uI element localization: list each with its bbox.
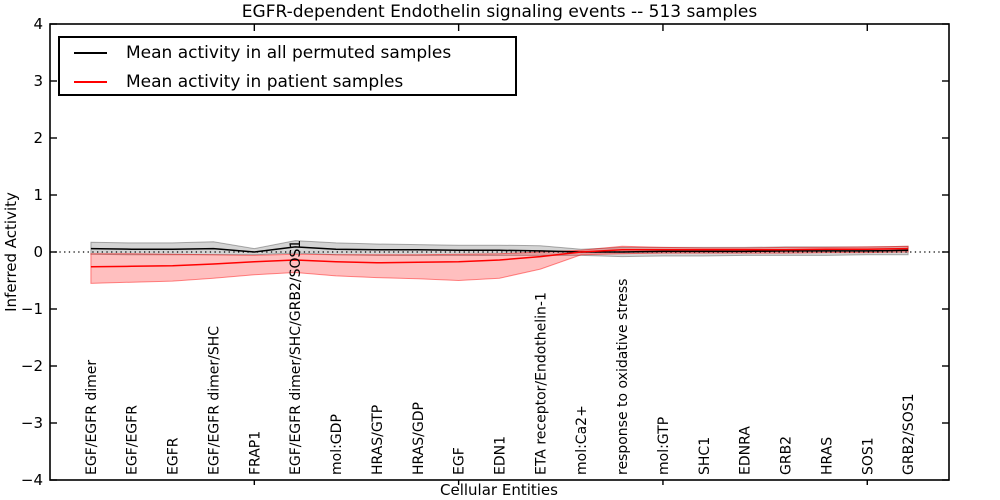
legend-line-sample-patient <box>74 80 107 83</box>
chart-title: EGFR-dependent Endothelin signaling even… <box>241 2 758 22</box>
ytick-label: −4 <box>21 471 43 489</box>
category-label: EGF <box>452 447 468 475</box>
category-label: GRB2 <box>779 436 795 475</box>
category-label: EDN1 <box>493 436 509 475</box>
category-label: FRAP1 <box>247 431 263 475</box>
y-axis-label: Inferred Activity <box>2 192 20 312</box>
category-label: EDNRA <box>738 426 754 475</box>
category-label: HRAS <box>819 437 835 475</box>
ytick-label: 1 <box>33 186 43 204</box>
x-axis-label: Cellular Entities <box>440 481 558 499</box>
ytick-label: 2 <box>33 129 43 147</box>
category-label: mol:GDP <box>329 414 345 475</box>
series-band-1 <box>90 245 909 284</box>
series-line-0 <box>90 246 909 253</box>
legend-label-patient: Mean activity in patient samples <box>126 71 404 92</box>
plot-layers: −4 −3 −2 −1 0 1 2 3 4 EGF/EGFR dimer EGF/EGFR EGFR E… <box>21 15 950 489</box>
ytick-label: −3 <box>21 414 43 432</box>
ytick-label: −2 <box>21 357 43 375</box>
category-label: EGFR <box>166 437 182 475</box>
category-label: HRAS/GDP <box>411 402 427 475</box>
category-label: HRAS/GTP <box>370 405 386 475</box>
series-line-1 <box>90 247 909 268</box>
legend-item-permuted: Mean activity in all permuted samples <box>60 38 515 67</box>
ytick-label: 4 <box>33 15 43 33</box>
category-label: EGF/EGFR dimer/SHC/GRB2/SOS1 <box>288 240 304 475</box>
ytick-label: 0 <box>33 243 43 261</box>
category-label: mol:Ca2+ <box>574 405 590 475</box>
category-label: EGF/EGFR dimer/SHC <box>207 326 223 475</box>
category-label: EGF/EGFR dimer <box>84 360 100 475</box>
legend-item-patient: Mean activity in patient samples <box>60 67 515 96</box>
category-label: SOS1 <box>860 437 876 475</box>
legend: Mean activity in all permuted samples Me… <box>58 36 517 96</box>
legend-label-permuted: Mean activity in all permuted samples <box>126 42 452 63</box>
ytick-label: −1 <box>21 300 43 318</box>
category-label: GRB2/SOS1 <box>901 393 917 475</box>
ytick-label: 3 <box>33 72 43 90</box>
category-label: SHC1 <box>697 437 713 475</box>
category-label: ETA receptor/Endothelin-1 <box>533 292 549 475</box>
category-label: EGF/EGFR <box>125 405 141 475</box>
category-label: mol:GTP <box>656 417 672 475</box>
legend-line-sample-permuted <box>74 51 107 54</box>
category-label: response to oxidative stress <box>615 279 631 475</box>
